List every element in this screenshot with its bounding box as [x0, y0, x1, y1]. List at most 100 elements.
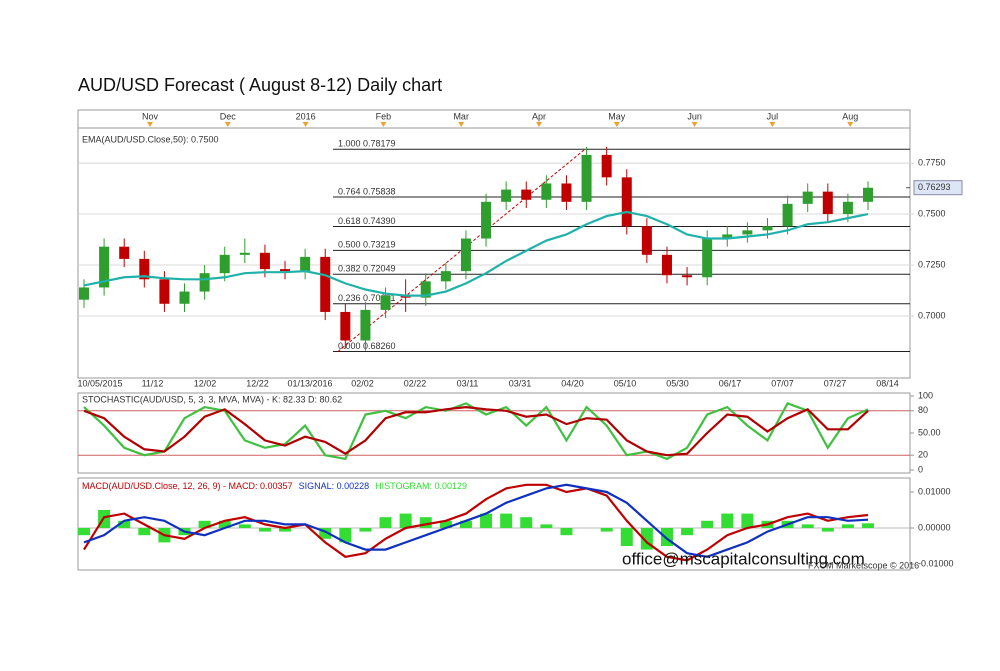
candle-body	[581, 154, 592, 202]
histogram-bar	[379, 517, 392, 528]
x-tick-label: 07/07	[771, 378, 794, 388]
time-axis-top	[77, 109, 911, 129]
fib-label: 0.764 0.75838	[338, 186, 396, 196]
month-marker	[302, 122, 309, 127]
x-tick-label: 05/10	[614, 378, 637, 388]
fib-label: 0.000 0.68260	[338, 341, 396, 351]
candle-body	[481, 201, 492, 239]
histogram-bar	[319, 527, 332, 539]
line	[83, 405, 869, 457]
histogram-bar	[480, 513, 493, 528]
histogram-bar	[681, 527, 694, 536]
histogram-bar	[138, 527, 151, 536]
legend-entry: SIGNAL: 0.00228	[299, 481, 370, 491]
month-label: Jun	[687, 111, 702, 121]
histogram-bar	[78, 527, 90, 536]
candle-body	[863, 187, 873, 202]
y-tick-label: 0.7500	[918, 208, 946, 218]
legend-entry: MACD(AUD/USD.Close, 12, 26, 9) - MACD: 0…	[82, 481, 293, 491]
candle-body	[199, 273, 210, 292]
histogram-bar	[520, 517, 533, 528]
chart-title: AUD/USD Forecast ( August 8-12) Daily ch…	[78, 75, 442, 95]
x-tick-label: 03/31	[509, 378, 532, 388]
candle-body	[239, 252, 250, 255]
histogram-bar	[741, 513, 754, 528]
candle-body	[742, 230, 753, 235]
month-marker	[536, 122, 542, 127]
x-tick-label: 06/17	[719, 378, 742, 388]
histogram-bar	[862, 523, 874, 528]
candle-body	[802, 191, 813, 204]
candle-body	[259, 252, 270, 270]
month-label: Jul	[767, 111, 779, 121]
fib-label: 1.000 0.78179	[338, 139, 396, 149]
y-tick-label: 0	[918, 464, 923, 474]
histogram-bar	[540, 524, 553, 528]
panel-legend: MACD(AUD/USD.Close, 12, 26, 9) - MACD: 0…	[82, 481, 467, 491]
month-marker	[613, 122, 620, 127]
month-marker	[224, 122, 231, 127]
month-label: Dec	[220, 111, 237, 121]
y-tick-label: -0.01000	[918, 558, 954, 568]
watermark: office@mscapitalconsulting.com	[622, 549, 865, 568]
histogram-bar	[701, 520, 714, 528]
x-tick-label: 02/22	[404, 378, 427, 388]
legend-entry: EMA(AUD/USD.Close,50): 0.7500	[82, 134, 219, 144]
histogram-bar	[399, 513, 412, 528]
histogram-bar	[439, 520, 452, 528]
x-tick-label: 10/05/2015	[77, 378, 122, 388]
x-tick-label: 12/22	[246, 378, 269, 388]
month-label: 2016	[296, 111, 316, 121]
histogram-bar	[459, 520, 472, 528]
candle-body	[601, 154, 612, 178]
histogram-bar	[198, 520, 211, 528]
x-tick-label: 02/02	[351, 378, 374, 388]
fib-label: 0.618 0.74390	[338, 216, 396, 226]
x-tick-label: 01/13/2016	[287, 378, 332, 388]
month-label: Feb	[376, 111, 392, 121]
month-label: Apr	[532, 111, 546, 121]
histogram-bar	[841, 524, 854, 528]
candle-body	[722, 234, 733, 239]
histogram-bar	[359, 527, 372, 532]
stochastic-panel	[77, 392, 911, 474]
y-tick-label: 0.7000	[918, 310, 946, 320]
y-tick-label: 0.7250	[918, 259, 946, 269]
fib-label: 0.382 0.72049	[338, 264, 396, 274]
candle-body	[219, 254, 230, 274]
fib-label: 0.500 0.73219	[338, 240, 396, 250]
fib-label: 0.236 0.70601	[338, 293, 396, 303]
histogram-bar	[500, 513, 513, 528]
candle-body	[641, 226, 652, 255]
month-label: May	[608, 111, 626, 121]
histogram-bar	[821, 527, 834, 532]
x-tick-label: 05/30	[666, 378, 689, 388]
month-marker	[380, 122, 387, 127]
candle-body	[762, 226, 773, 231]
histogram-bar	[419, 517, 432, 528]
month-marker	[691, 122, 698, 127]
histogram-bar	[118, 520, 131, 528]
candle-body	[521, 189, 532, 200]
candle-body	[360, 309, 371, 341]
month-label: Aug	[842, 111, 858, 121]
fib-trend	[337, 148, 586, 352]
histogram-bar	[600, 527, 613, 532]
credit: FXCM Marketscope © 2016	[808, 560, 919, 570]
candle-body	[460, 238, 471, 272]
histogram-bar	[258, 527, 271, 532]
histogram-bar	[339, 527, 352, 543]
histogram-bar	[801, 524, 814, 528]
x-tick-label: 08/14	[876, 378, 899, 388]
last-price-label: 0.76293	[918, 182, 951, 192]
last-price-box	[913, 180, 963, 196]
month-label: Mar	[453, 111, 469, 121]
candle-body	[119, 246, 130, 259]
y-tick-label: 50.00	[918, 427, 941, 437]
candle-body	[541, 183, 552, 200]
month-marker	[458, 122, 465, 127]
candle-body	[380, 295, 391, 310]
month-marker	[769, 122, 776, 127]
candle-body	[621, 177, 632, 227]
candle-body	[179, 291, 190, 304]
